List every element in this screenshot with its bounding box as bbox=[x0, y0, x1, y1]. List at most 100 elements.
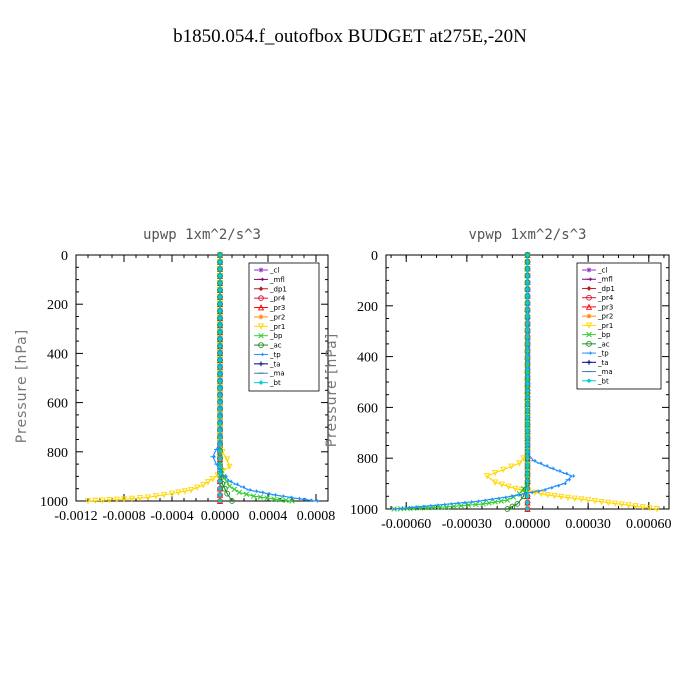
series-marker_tp bbox=[295, 496, 302, 501]
series-marker_pr1 bbox=[204, 479, 212, 486]
series-marker_tp bbox=[481, 498, 487, 503]
series-marker_tp bbox=[488, 497, 494, 502]
series-marker_bt bbox=[217, 442, 223, 448]
y-tick-label: 400 bbox=[47, 347, 68, 362]
series-marker_bt bbox=[525, 381, 530, 387]
legend-marker bbox=[258, 314, 264, 320]
series-marker_tp bbox=[467, 500, 474, 504]
series-marker_bp bbox=[492, 499, 498, 505]
legend-marker bbox=[586, 267, 592, 273]
series-marker_pr1 bbox=[571, 495, 578, 502]
series-marker_pr1 bbox=[591, 498, 599, 505]
series-marker_bt bbox=[525, 421, 530, 427]
series-marker_bt bbox=[525, 293, 530, 299]
series-marker_tp bbox=[307, 498, 314, 503]
series-marker_tp bbox=[405, 505, 412, 510]
series-marker_pr1 bbox=[516, 460, 523, 467]
series-marker_pr1 bbox=[120, 496, 128, 503]
legend-label: _bp bbox=[597, 331, 611, 339]
series-marker_tp bbox=[252, 489, 259, 494]
series-marker_bt bbox=[525, 320, 530, 326]
series-marker_bt bbox=[525, 340, 530, 346]
series-marker_bt bbox=[217, 336, 223, 342]
legend-label: _pr3 bbox=[597, 303, 613, 311]
legend-marker bbox=[258, 380, 264, 386]
series-marker_bp bbox=[458, 502, 464, 509]
series-marker_bt bbox=[525, 347, 530, 353]
upwp-panel: upwp 1xm^2/s^3 Pressure [hPa] 0 200 400 600 80… bbox=[14, 227, 335, 524]
legend-marker bbox=[585, 322, 593, 329]
series-marker_tp bbox=[515, 493, 521, 497]
legend-marker bbox=[586, 378, 592, 384]
series-marker_bt bbox=[525, 279, 530, 285]
series-marker_pr1 bbox=[194, 484, 201, 491]
series-marker_tp bbox=[528, 490, 534, 495]
series-marker_bt bbox=[525, 388, 530, 393]
series-marker_tp bbox=[562, 471, 569, 476]
series-marker_bt bbox=[217, 400, 223, 405]
x-tick-label: 0.0004 bbox=[249, 509, 288, 524]
series-line_pr1 bbox=[485, 255, 657, 510]
series-marker_pr1 bbox=[128, 495, 136, 503]
series-marker_bt bbox=[217, 301, 223, 307]
series-marker_tp bbox=[521, 491, 528, 496]
series-marker_pr1 bbox=[632, 503, 639, 510]
series-marker_pr1 bbox=[500, 466, 507, 474]
y-tick-label: 600 bbox=[47, 397, 68, 412]
series-marker_pr1 bbox=[226, 463, 233, 470]
series-marker_bp bbox=[472, 501, 479, 508]
series-marker_pr1 bbox=[564, 494, 572, 501]
series-marker_tp bbox=[419, 504, 426, 509]
series-marker_bt bbox=[525, 327, 530, 332]
legend-label: _pr3 bbox=[269, 304, 285, 312]
x-tick-label: 0.0000 bbox=[201, 509, 240, 524]
series-marker_tp bbox=[434, 503, 440, 508]
legend-label: _pr2 bbox=[269, 313, 285, 321]
series-marker_tp bbox=[537, 461, 543, 466]
series-marker_tp bbox=[534, 489, 541, 494]
series-marker_bt bbox=[525, 266, 530, 271]
series-marker_tp bbox=[259, 490, 265, 495]
series-marker_pr1 bbox=[492, 479, 499, 486]
series-marker_bt bbox=[525, 493, 530, 499]
series-marker_pr1 bbox=[181, 488, 188, 495]
series-marker_pr1 bbox=[84, 498, 92, 505]
series-marker_pr1 bbox=[646, 505, 653, 512]
series-marker_tp bbox=[454, 501, 460, 506]
series-marker_bt bbox=[217, 266, 223, 272]
series-marker_pr1 bbox=[144, 494, 152, 501]
series-marker_tp bbox=[495, 496, 501, 501]
series-marker_bt bbox=[217, 351, 223, 356]
series-marker_bt bbox=[525, 471, 530, 476]
legend-label: _mfl bbox=[597, 276, 613, 284]
x-tick-label: 0.00000 bbox=[505, 517, 551, 532]
series-marker_ac bbox=[218, 474, 225, 481]
series-marker_tp bbox=[531, 458, 537, 463]
series-marker_bp bbox=[283, 497, 289, 504]
series-marker_tp bbox=[549, 466, 555, 471]
series-marker_tp bbox=[233, 482, 240, 487]
x-tick-label: 0.00060 bbox=[626, 517, 672, 532]
series-marker_bt bbox=[525, 408, 530, 414]
series-marker_tp bbox=[543, 463, 549, 468]
legend-label: _mfl bbox=[269, 276, 285, 284]
series-marker_ac bbox=[229, 498, 235, 504]
legend-label: _ac bbox=[597, 340, 610, 348]
x-tick-label: -0.00030 bbox=[442, 517, 492, 532]
series-marker_bt bbox=[525, 478, 530, 484]
y-tick-label: 800 bbox=[357, 452, 378, 467]
series-marker_bt bbox=[217, 329, 223, 335]
series-marker_pr1 bbox=[639, 504, 646, 511]
series-marker_bp bbox=[271, 496, 277, 502]
series-marker_pr1 bbox=[152, 493, 160, 500]
y-axis-label: Pressure [hPa] bbox=[14, 329, 30, 443]
series-marker_pr1 bbox=[224, 456, 231, 463]
legend-marker bbox=[258, 332, 264, 339]
series-marker_tp bbox=[440, 502, 447, 507]
legend-marker bbox=[586, 331, 592, 338]
series-marker_bp bbox=[465, 502, 472, 508]
series-marker_pr1 bbox=[508, 463, 515, 470]
series-marker_tp bbox=[246, 488, 252, 492]
series-line_pr1 bbox=[87, 255, 231, 502]
series-marker_tp bbox=[548, 485, 554, 490]
